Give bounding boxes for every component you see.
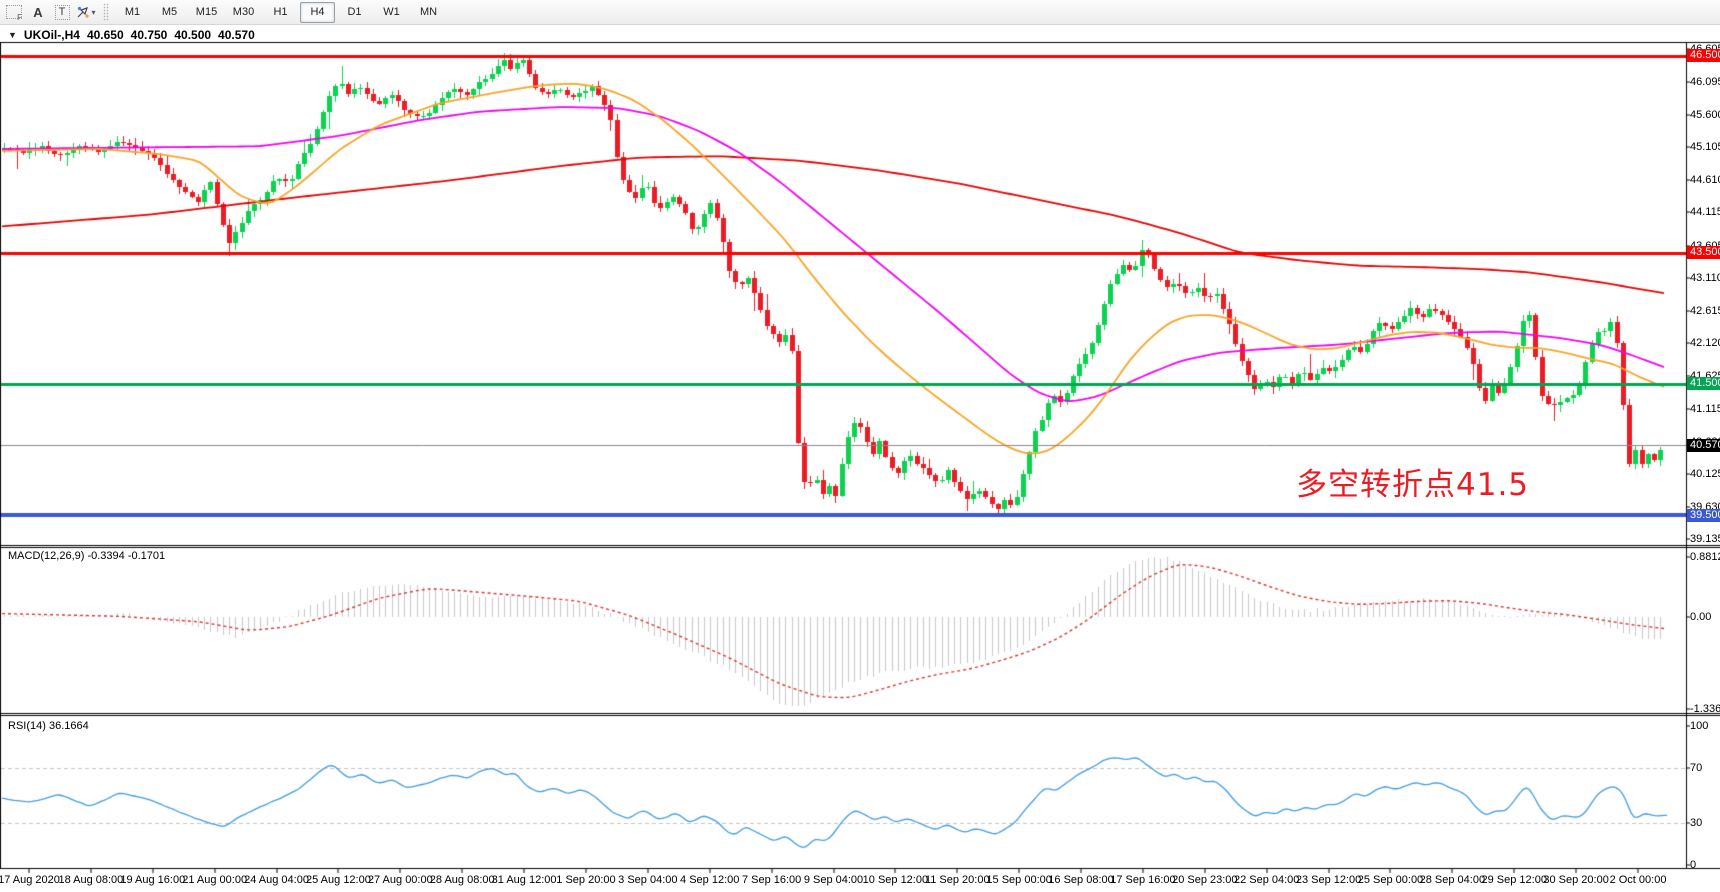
time-axis-label: 25 Aug 12:00 bbox=[306, 874, 371, 886]
time-axis-label: 17 Aug 2020 bbox=[0, 874, 60, 886]
price-axis-label: 40.125 bbox=[1690, 468, 1720, 481]
time-axis-label: 31 Aug 12:00 bbox=[491, 874, 557, 886]
price-level-badge: 40.570 bbox=[1687, 438, 1720, 452]
time-axis-label: 20 Sep 23:00 bbox=[1172, 874, 1238, 886]
time-axis-label: 16 Sep 08:00 bbox=[1048, 874, 1114, 886]
time-axis-label: 1 Sep 20:00 bbox=[556, 874, 616, 886]
time-axis-label: 2 Oct 00:00 bbox=[1609, 874, 1667, 886]
time-axis-label: 25 Sep 00:00 bbox=[1357, 874, 1424, 886]
macd-indicator-label: MACD(12,26,9) -0.3394 -0.1701 bbox=[8, 550, 166, 562]
price-axis-label: 45.600 bbox=[1690, 108, 1720, 121]
price-axis-label: 43.110 bbox=[1690, 272, 1720, 285]
time-axis-label: 15 Sep 00:00 bbox=[986, 874, 1052, 886]
time-axis-label: 7 Sep 16:00 bbox=[741, 874, 802, 886]
time-axis-label: 9 Sep 04:00 bbox=[803, 874, 864, 886]
price-axis-label: 42.120 bbox=[1690, 337, 1720, 350]
time-axis-label: 28 Sep 04:00 bbox=[1419, 874, 1486, 886]
time-axis-label: 17 Sep 16:00 bbox=[1110, 874, 1176, 886]
macd-axis-label: 0.8812 bbox=[1690, 550, 1720, 563]
price-axis-label: 44.610 bbox=[1690, 173, 1720, 186]
price-axis-label: 44.115 bbox=[1690, 206, 1720, 219]
time-axis-label: 29 Sep 12:00 bbox=[1481, 874, 1547, 886]
price-level-badge: 46.500 bbox=[1687, 49, 1720, 63]
price-axis-label: 45.105 bbox=[1690, 141, 1720, 154]
price-axis-label: 46.095 bbox=[1690, 76, 1720, 89]
rsi-axis-label: 0 bbox=[1690, 859, 1697, 871]
price-axis-label: 41.115 bbox=[1690, 403, 1720, 416]
price-level-badge: 41.500 bbox=[1687, 377, 1720, 391]
price-axis-label: 39.135 bbox=[1690, 533, 1720, 546]
time-axis-label: 4 Sep 12:00 bbox=[680, 874, 740, 886]
annotation-text: 多空转折点41.5 bbox=[1296, 467, 1530, 503]
price-level-badge: 43.500 bbox=[1687, 246, 1720, 260]
time-axis-label: 21 Aug 00:00 bbox=[182, 874, 248, 886]
time-axis-label: 10 Sep 12:00 bbox=[862, 874, 929, 886]
rsi-axis-label: 70 bbox=[1690, 761, 1703, 774]
time-axis-label: 22 Sep 04:00 bbox=[1233, 874, 1300, 886]
time-axis-label: 27 Aug 00:00 bbox=[367, 874, 433, 886]
rsi-axis-label: 30 bbox=[1690, 817, 1703, 830]
time-axis-label: 23 Sep 12:00 bbox=[1295, 874, 1362, 886]
time-axis-label: 24 Aug 04:00 bbox=[244, 874, 309, 886]
macd-axis-label: 0.00 bbox=[1690, 611, 1712, 623]
price-axis-label: 42.615 bbox=[1690, 304, 1720, 317]
time-axis-label: 28 Aug 08:00 bbox=[429, 874, 495, 886]
time-axis-label: 11 Sep 20:00 bbox=[924, 874, 990, 886]
rsi-axis-label: 100 bbox=[1690, 720, 1709, 733]
time-axis-label: 18 Aug 08:00 bbox=[58, 874, 124, 886]
time-axis-label: 19 Aug 16:00 bbox=[120, 874, 186, 886]
macd-axis-label: -1.3368 bbox=[1690, 702, 1720, 715]
rsi-indicator-label: RSI(14) 36.1664 bbox=[8, 720, 89, 732]
time-axis-label: 3 Sep 04:00 bbox=[618, 874, 678, 886]
time-axis-label: 30 Sep 20:00 bbox=[1543, 874, 1609, 886]
price-level-badge: 39.500 bbox=[1687, 508, 1720, 522]
